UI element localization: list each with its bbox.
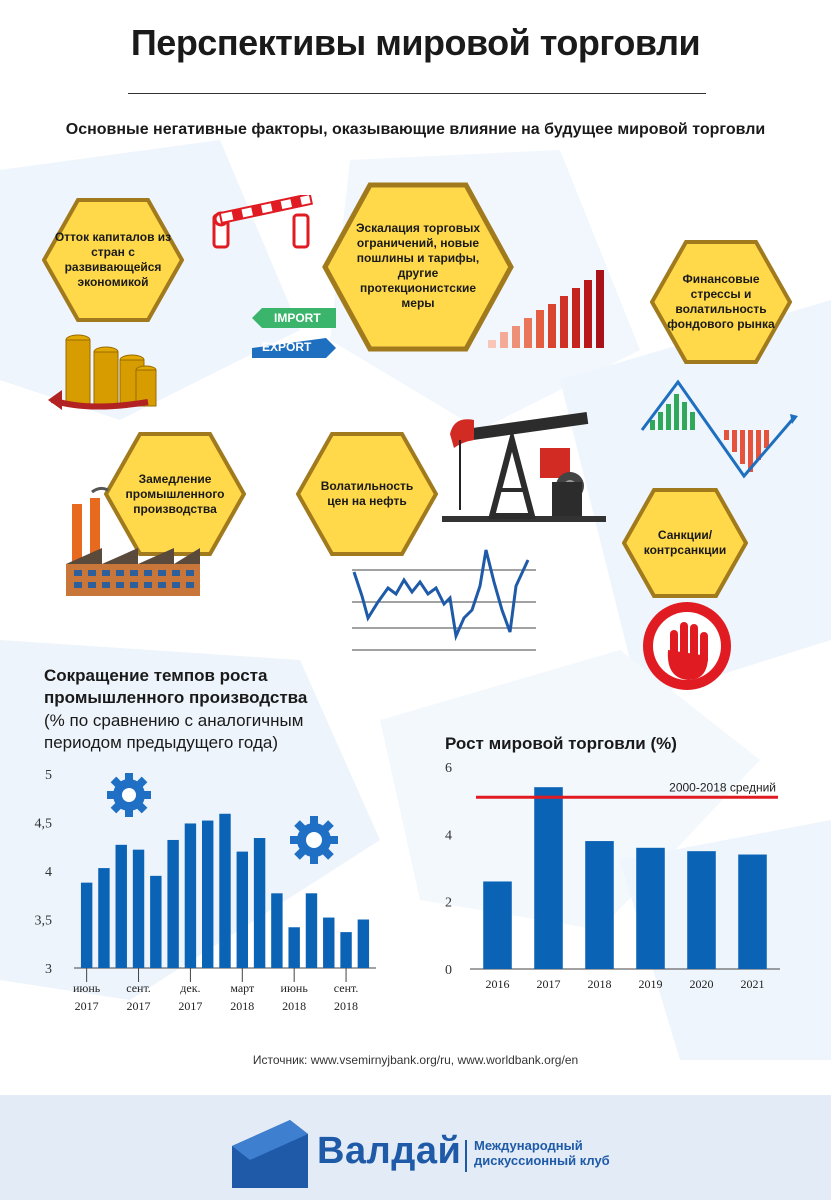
hexagon-badge [622,488,748,598]
bar [636,847,665,969]
bar [184,823,197,968]
hexagon-badge [104,432,246,556]
brand-subtitle-line1: Международный [474,1138,583,1153]
hexagon-badge [296,432,438,556]
import-label: IMPORT [274,311,321,325]
factor-industrial-slowdown: Замедление промышленного производства [125,471,225,516]
bar [219,813,231,968]
brand-name: Валдай [317,1130,462,1172]
page-title: Перспективы мировой торговли [130,22,701,63]
y-tick-label: 6 [445,761,452,776]
x-tick-label-month: дек. [180,981,200,995]
x-tick-label: 2017 [537,977,561,991]
bar [534,787,563,969]
factory-icon [66,486,200,596]
bar [253,838,266,968]
stop-hand-icon [643,602,731,690]
factor-oil-price-volatility: Волатильность цен на нефть [320,479,414,508]
x-tick-label: 2016 [486,977,510,991]
average-reference-label: 2000-2018 средний [669,780,776,794]
bar [305,893,318,968]
bar [98,868,110,968]
brand-subtitle-line2: дискуссионный клуб [474,1153,610,1168]
bar [738,854,767,969]
bar [132,849,145,968]
y-tick-label: 3 [45,962,52,977]
bar [483,881,512,969]
bar [585,841,614,969]
page-subtitle: Основные негативные факторы, оказывающие… [65,121,766,138]
bar [80,882,93,968]
factor-sanctions: Санкции/ контрсанкции [643,528,727,557]
x-tick-label-year: 2017 [75,999,99,1013]
import-export-signs-icon [252,308,336,358]
growth-bars-icon [488,270,604,348]
valdai-logo-icon [232,1120,308,1188]
hexagon-badge [322,182,514,352]
source-note: Источник: www.vsemirnyjbank.org/ru, www.… [252,1053,579,1067]
factor-capital-outflow: Отток капиталов из стран с развивающейся… [54,230,172,289]
bar [687,851,716,969]
industrial-production-chart: 3 3,5 4 4,5 5 июнь 2017 сент. 2017 дек. 2017 март 20… [35,768,376,1013]
y-tick-label: 4 [45,865,52,880]
x-tick-label-year: 2018 [334,999,358,1013]
bar [340,932,352,968]
title-underline [128,93,706,94]
x-tick-label: 2018 [588,977,612,991]
y-tick-label: 4,5 [35,817,53,832]
gear-icon [107,773,151,817]
y-tick-label: 4 [445,828,452,843]
brand-divider [465,1140,467,1172]
stock-zigzag-icon [640,379,798,479]
industrial-chart-title: Сокращение темпов роста промышленного пр… [44,666,308,707]
bar [236,851,249,968]
x-tick-label-month: сент. [334,981,359,995]
bar [288,927,300,968]
bar [323,917,335,968]
coins-icon [48,334,157,410]
bar [167,839,179,968]
factor-trade-restrictions: Эскалация торговых ограничений, новые по… [355,221,481,310]
bar [150,875,162,968]
y-tick-label: 0 [445,963,452,978]
trade-growth-chart-title: Рост мировой торговли (%) [445,734,677,753]
x-tick-label-year: 2018 [282,999,306,1013]
hexagon-badge [42,198,184,322]
bar [357,919,370,968]
oil-pump-icon [442,411,606,522]
industrial-chart-subtitle: (% по сравнению с аналогичным периодом п… [44,711,304,752]
factor-financial-stress: Финансовые стрессы и волатильность фондо… [667,272,775,331]
export-label: EXPORT [262,340,312,354]
x-tick-label-year: 2018 [230,999,254,1013]
x-tick-label-year: 2017 [127,999,151,1013]
brand-subtitle: Международный дискуссионный клуб [474,1138,610,1168]
x-tick-label-month: июнь [281,981,309,995]
gear-icon [290,816,338,864]
bar [115,844,127,968]
x-tick-label-month: март [230,981,255,995]
y-tick-label: 2 [445,896,452,911]
barrier-icon [212,195,314,249]
hexagon-badge [650,240,792,364]
oil-price-line-icon [352,549,536,651]
x-tick-label: 2019 [639,977,663,991]
y-tick-label: 3,5 [35,914,53,929]
world-trade-growth-chart: 0 2 4 6 2016 2017 2018 2019 2020 2021 2000-2018 ср… [445,761,780,991]
y-tick-label: 5 [45,768,52,783]
x-tick-label: 2020 [690,977,714,991]
bar [201,820,214,968]
bar [271,893,283,968]
x-tick-label-month: июнь [73,981,101,995]
x-tick-label-year: 2017 [178,999,202,1013]
x-tick-label-month: сент. [126,981,151,995]
x-tick-label: 2021 [741,977,765,991]
footer-band [0,1095,831,1200]
